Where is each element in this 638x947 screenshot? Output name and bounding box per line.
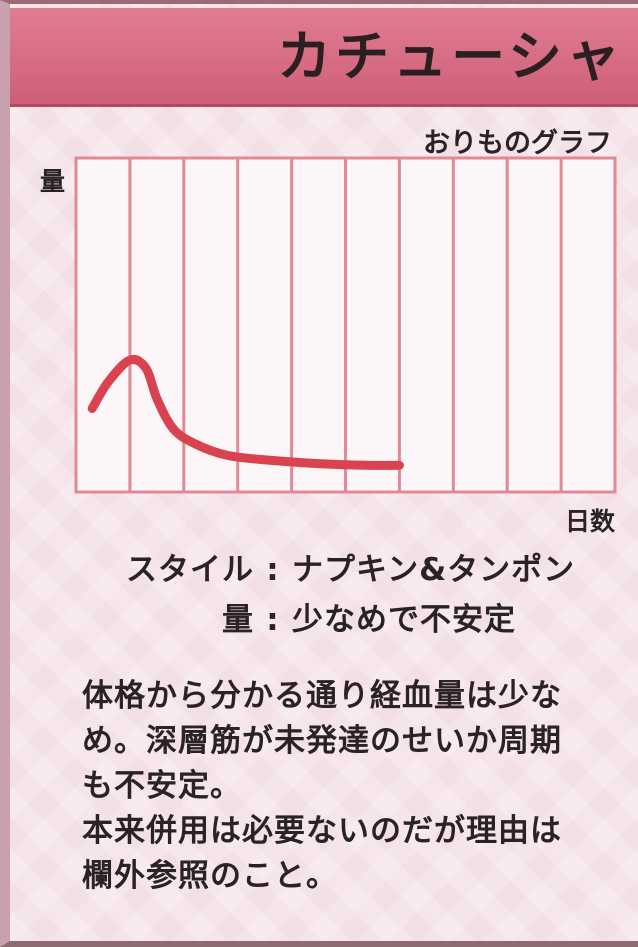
- amount-separator: :: [266, 602, 280, 638]
- character-name: カチューシャ: [277, 25, 624, 88]
- description: 体格から分かる通り経血量は少な め。深層筋が未発達のせいか周期 も不安定。 本来…: [82, 674, 622, 899]
- amount-label: 量: [222, 602, 254, 638]
- amount-row: 量: 少なめで不安定: [64, 594, 516, 639]
- x-axis-label: 日数: [565, 507, 616, 536]
- y-axis-label: 量: [40, 167, 66, 196]
- description-line: も不安定。: [82, 768, 242, 804]
- chart-title: おりものグラフ: [423, 128, 612, 159]
- style-row: スタイル: ナプキン&タンポン: [64, 544, 575, 589]
- description-line: 体格から分かる通り経血量は少な: [82, 678, 562, 714]
- amount-value: 少なめで不安定: [292, 602, 516, 638]
- description-line: 欄外参照のこと。: [82, 858, 338, 894]
- series-line: [87, 355, 404, 470]
- title-banner: カチューシャ: [10, 8, 638, 107]
- style-separator: :: [266, 552, 280, 588]
- style-value: ナプキン&タンポン: [292, 552, 576, 588]
- style-label: スタイル: [126, 552, 254, 588]
- description-line: め。深層筋が未発達のせいか周期: [82, 723, 562, 759]
- description-line: 本来併用は必要ないのだが理由は: [82, 813, 562, 849]
